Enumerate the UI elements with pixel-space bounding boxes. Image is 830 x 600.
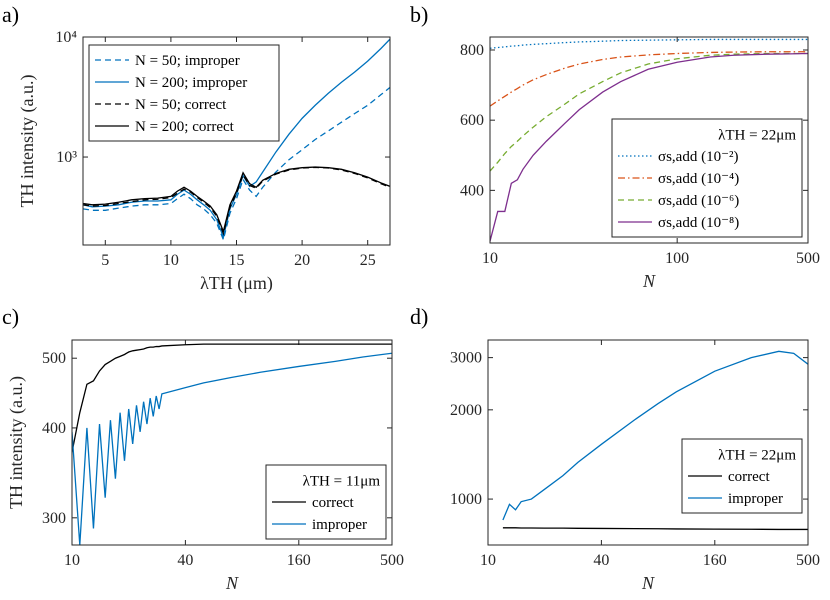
y-tick-label: 400: [42, 420, 66, 437]
y-tick-label: 400: [460, 182, 484, 199]
legend-label: N = 50; improper: [135, 53, 240, 69]
legend-title: λTH = 22μm: [718, 128, 796, 144]
plot-frame: [71, 339, 393, 546]
series-line: [502, 527, 808, 531]
panel-label: c): [2, 304, 19, 329]
series-line: [490, 52, 808, 242]
x-tick-label: 10: [163, 252, 179, 269]
x-axis-label: λTH (μm): [200, 273, 273, 294]
x-tick-label: 500: [796, 552, 820, 569]
legend-box: [88, 44, 280, 142]
panel-label: d): [410, 304, 428, 329]
legend-label: σs,add (10⁻⁸): [658, 215, 739, 231]
series-line: [83, 166, 390, 234]
legend-label: N = 200; correct: [135, 119, 235, 135]
x-axis-label: N: [642, 271, 656, 291]
legend-label: improper: [312, 517, 367, 533]
legend-label: N = 50; correct: [135, 97, 227, 113]
y-tick-label: 500: [42, 350, 66, 367]
legend-title: λTH = 11μm: [303, 474, 381, 490]
x-tick-label: 5: [101, 252, 109, 269]
x-tick-label: 500: [380, 552, 404, 569]
series-line: [83, 86, 390, 242]
series-line: [72, 343, 392, 453]
series-line: [83, 38, 390, 240]
y-tick-label: 10⁴: [55, 29, 77, 46]
y-axis-label: TH intensity (a.u.): [6, 376, 27, 509]
legend-title: λTH = 22μm: [718, 448, 796, 464]
x-tick-label: 40: [593, 552, 609, 569]
x-tick-label: 10: [482, 250, 498, 267]
x-tick-label: 100: [665, 250, 689, 267]
y-tick-label: 2000: [450, 402, 482, 419]
plot-frame: [489, 36, 809, 244]
panel-label: b): [410, 2, 428, 27]
y-axis-label: TH intensity (a.u.): [17, 75, 38, 208]
x-tick-label: 40: [177, 552, 193, 569]
y-tick-label: 600: [460, 112, 484, 129]
y-tick-label: 1000: [450, 491, 482, 508]
plot-frame: [82, 36, 391, 246]
legend-label: σs,add (10⁻⁶): [658, 193, 739, 209]
x-tick-label: 25: [360, 252, 376, 269]
x-tick-label: 160: [287, 552, 311, 569]
y-tick-label: 300: [42, 510, 66, 527]
y-tick-label: 3000: [450, 350, 482, 367]
y-tick-label: 800: [460, 42, 484, 59]
series-line: [490, 38, 808, 49]
x-tick-label: 10: [480, 552, 496, 569]
legend-label: correct: [728, 469, 770, 485]
panel-label: a): [2, 2, 19, 27]
x-axis-label: N: [641, 573, 655, 593]
series-line: [490, 51, 808, 107]
series-line: [502, 350, 808, 521]
legend-label: N = 200; improper: [135, 75, 247, 91]
x-tick-label: 160: [703, 552, 727, 569]
x-tick-label: 500: [796, 250, 820, 267]
plot-frame: [487, 339, 809, 546]
series-line: [490, 52, 808, 172]
x-tick-label: 10: [64, 552, 80, 569]
x-axis-label: N: [225, 573, 239, 593]
x-tick-label: 20: [294, 252, 310, 269]
legend-label: correct: [312, 495, 354, 511]
legend-label: improper: [728, 491, 783, 507]
y-tick-label: 10³: [56, 149, 77, 166]
series-line: [72, 352, 392, 545]
legend-label: σs,add (10⁻⁴): [658, 171, 739, 187]
legend-label: σs,add (10⁻²): [658, 149, 739, 165]
x-tick-label: 15: [229, 252, 245, 269]
